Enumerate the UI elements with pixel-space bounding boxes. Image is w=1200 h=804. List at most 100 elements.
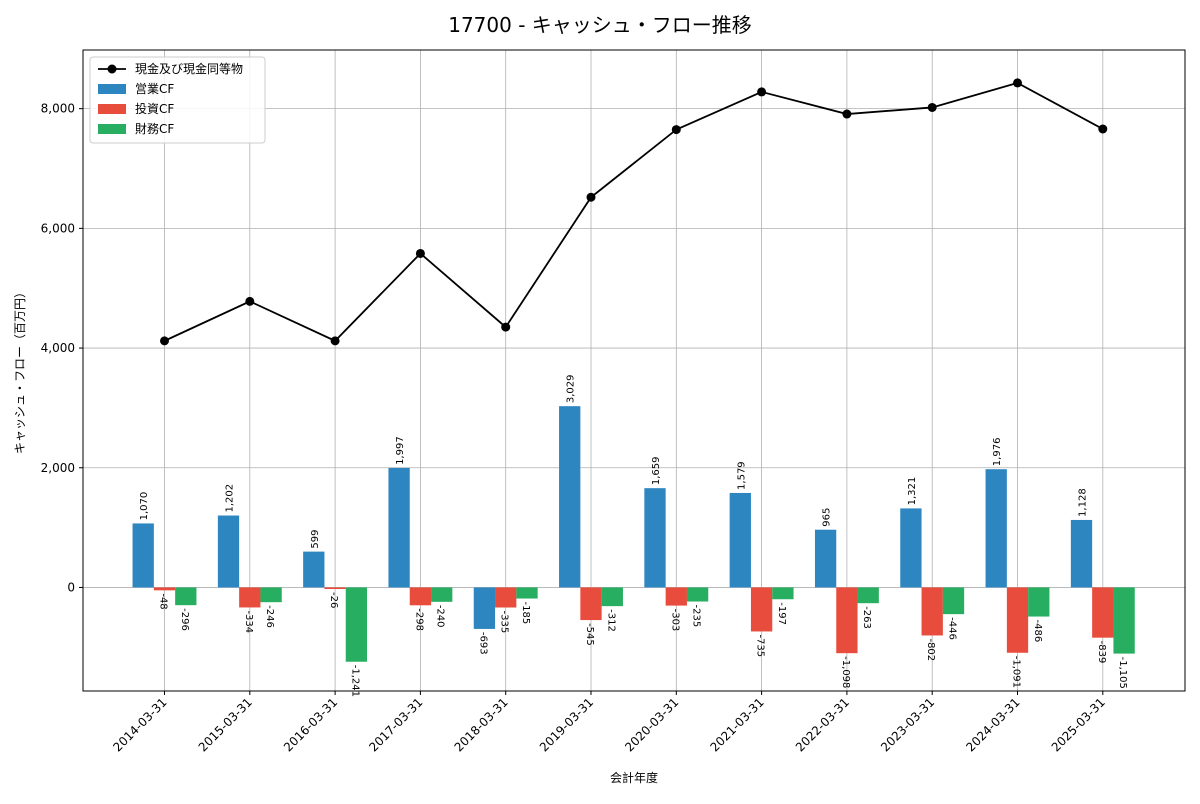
x-tick-label: 2022-03-31 — [793, 695, 852, 754]
bar-1 — [644, 488, 666, 588]
cash-marker — [927, 102, 937, 112]
bar-3 — [601, 587, 623, 607]
bar-2 — [750, 587, 773, 632]
bar-1 — [217, 515, 240, 588]
y-tick-label: 8,000 — [41, 102, 75, 116]
bar-3 — [686, 587, 709, 602]
bar-2 — [1006, 587, 1029, 653]
cash-marker — [586, 192, 596, 202]
bar-1 — [729, 492, 751, 588]
bar-2 — [1092, 587, 1114, 638]
grid-layer — [83, 50, 1185, 691]
bar-1 — [985, 469, 1007, 588]
cash-marker — [160, 336, 169, 346]
bar-value-label: -246 — [264, 605, 275, 628]
legend-box — [89, 56, 266, 144]
bar-value-label: -334 — [243, 610, 254, 633]
x-tick-label: 2025-03-31 — [1049, 695, 1108, 754]
bar-value-label: -1,091 — [1011, 656, 1022, 688]
bar-value-label: -486 — [1032, 620, 1043, 643]
bar-value-label: 1,659 — [651, 457, 662, 486]
cash-marker — [1013, 78, 1022, 88]
y-tick-label: 0 — [67, 580, 75, 594]
bar-3 — [857, 587, 879, 604]
legend-bar-swatch — [98, 104, 126, 114]
bar-2 — [324, 587, 346, 590]
bar-1 — [559, 406, 581, 588]
x-tick-label: 2021-03-31 — [708, 695, 767, 754]
legend-label: 営業CF — [135, 82, 174, 96]
line-layer — [160, 78, 1108, 346]
legend-label: 財務CF — [135, 121, 174, 136]
bar-2 — [665, 587, 687, 606]
bar-1 — [1070, 519, 1093, 588]
cash-marker — [842, 109, 852, 119]
bar-value-label: 1,202 — [225, 484, 236, 513]
bar-1 — [900, 508, 922, 588]
x-tick-label: 2014-03-31 — [110, 695, 169, 754]
bar-value-label: -185 — [520, 602, 531, 625]
cash-line — [164, 81, 1104, 342]
bar-value-label: -296 — [179, 608, 190, 631]
bar-value-label: -335 — [499, 611, 510, 634]
bar-value-label: 1,321 — [907, 477, 918, 506]
bar-1 — [132, 523, 154, 588]
cash-marker — [245, 296, 255, 306]
bar-value-label: -26 — [328, 592, 339, 608]
legend-bar-swatch — [98, 84, 126, 94]
plot-frame — [82, 49, 1186, 692]
bar-value-label: 1,997 — [395, 436, 406, 465]
bar-3 — [260, 587, 282, 603]
x-tick-label: 2020-03-31 — [622, 695, 681, 754]
cash-marker — [330, 336, 340, 346]
legend-label: 現金及び現金同等物 — [135, 61, 243, 76]
bar-value-label: -312 — [605, 609, 616, 632]
bar-value-label: 1,976 — [992, 438, 1003, 467]
bar-3 — [1113, 587, 1135, 654]
bar-value-label: -240 — [435, 605, 446, 628]
bar-label-layer: 1,070 1,202 599 1,997 -693 3,029 1,659 1,579 965… — [139, 375, 1128, 697]
bar-3 — [516, 587, 538, 599]
y-tick-label: 6,000 — [41, 221, 75, 235]
bar-value-label: -48 — [158, 593, 169, 609]
bar-2 — [239, 587, 261, 608]
bar-3 — [345, 587, 368, 662]
bar-value-label: -446 — [947, 617, 958, 640]
legend-marker-swatch — [107, 64, 117, 74]
bar-1 — [388, 467, 410, 588]
bar-1 — [814, 529, 837, 588]
bar-value-label: 1,128 — [1078, 488, 1089, 517]
bar-3 — [175, 587, 197, 606]
legend-label: 投資CF — [135, 101, 174, 116]
x-tick-label: 2018-03-31 — [452, 695, 511, 754]
bar-value-label: -263 — [861, 606, 872, 629]
bar-value-label: -802 — [925, 638, 936, 661]
bar-2 — [409, 587, 432, 606]
bar-layer — [132, 406, 1135, 662]
bar-2 — [836, 587, 858, 654]
cash-marker — [671, 125, 681, 135]
bar-value-label: -545 — [584, 623, 595, 646]
y-tick-label: 4,000 — [41, 341, 75, 355]
bar-value-label: -298 — [413, 608, 424, 631]
bar-3 — [772, 587, 794, 600]
bar-value-label: 965 — [822, 508, 833, 527]
bar-value-label: -1,241 — [349, 665, 360, 697]
bar-value-label: -839 — [1096, 641, 1107, 664]
bar-value-label: -735 — [755, 634, 766, 657]
bar-2 — [495, 587, 517, 608]
bar-value-label: 1,070 — [139, 492, 150, 521]
bar-value-label: 599 — [310, 530, 321, 549]
bar-value-label: 3,029 — [566, 375, 577, 404]
bar-value-label: -197 — [776, 602, 787, 625]
bar-1 — [473, 587, 496, 629]
bar-value-label: -235 — [691, 605, 702, 628]
bar-value-label: -303 — [669, 609, 680, 632]
x-tick-label: 2023-03-31 — [878, 695, 937, 754]
bar-2 — [153, 587, 176, 591]
bar-3 — [1028, 587, 1050, 617]
bar-value-label: 1,579 — [736, 461, 747, 490]
bar-3 — [431, 587, 453, 602]
